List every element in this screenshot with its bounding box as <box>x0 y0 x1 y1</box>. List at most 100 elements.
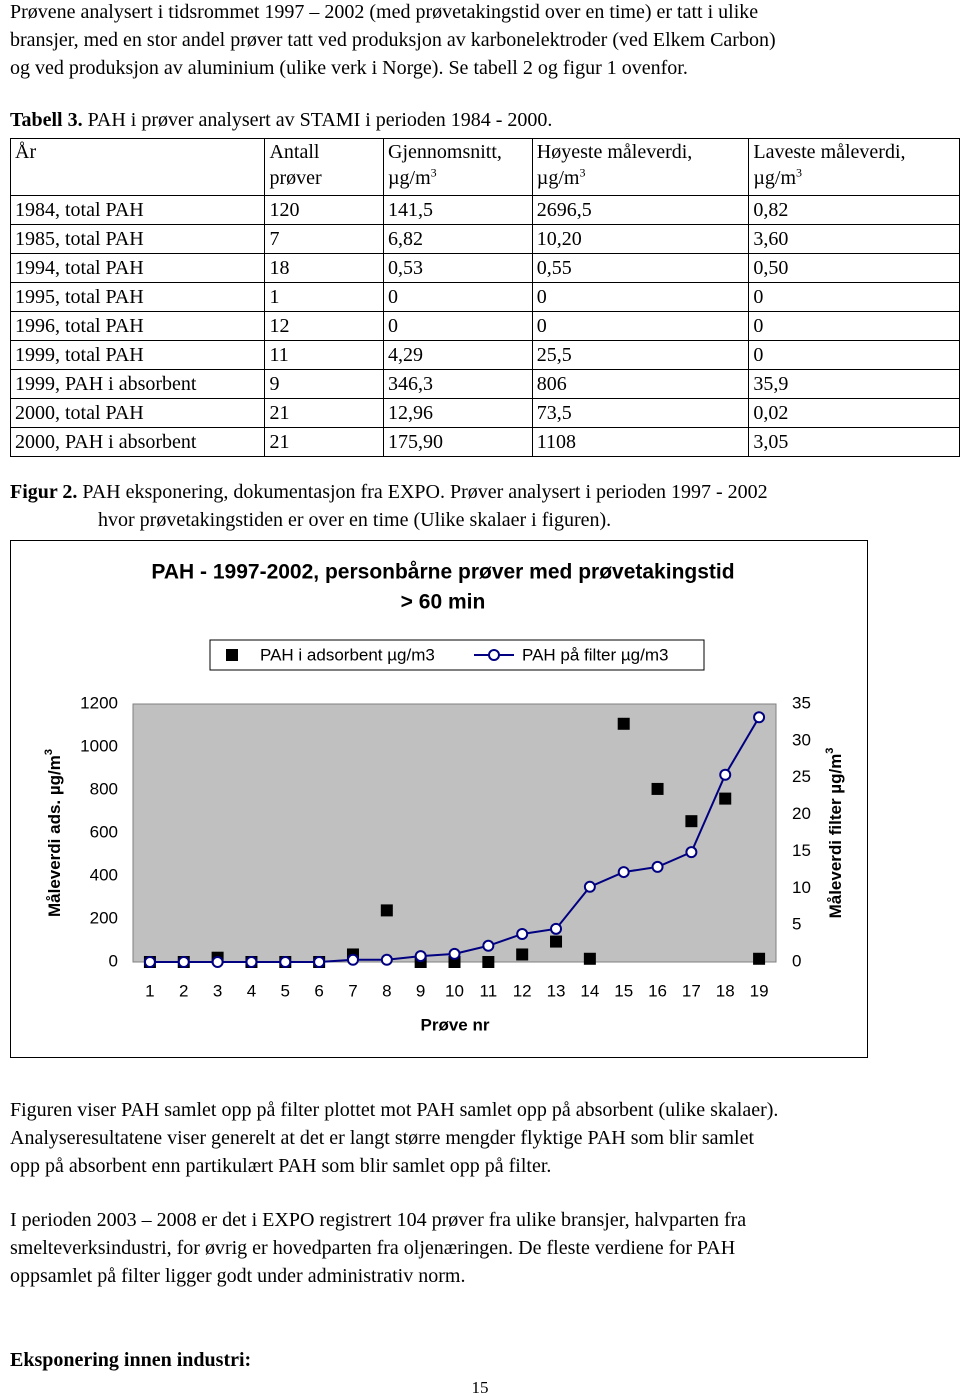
y2-tick-label: 10 <box>792 878 811 897</box>
data-point <box>380 904 393 917</box>
y-tick-label: 1000 <box>80 736 118 755</box>
table-cell: 346,3 <box>383 369 533 399</box>
y-tick-label: 800 <box>90 779 118 798</box>
data-point <box>211 956 224 968</box>
table-cell: 0 <box>748 282 960 312</box>
x-tick-label: 3 <box>213 981 222 1000</box>
y2-tick-label: 15 <box>792 841 811 860</box>
y2-tick-label: 25 <box>792 767 811 786</box>
paragraph: I perioden 2003 – 2008 er det i EXPO reg… <box>10 1206 746 1290</box>
data-point <box>448 947 461 960</box>
data-point <box>651 782 664 795</box>
text-line: smelteverksindustri, for øvrig er hovedp… <box>10 1237 736 1259</box>
table-cell: 73,5 <box>531 398 750 428</box>
plot-area <box>132 703 777 963</box>
table-cell: 1108 <box>531 427 750 457</box>
data-point <box>617 717 630 730</box>
y-tick-label: 1200 <box>80 693 118 712</box>
text-line: Analyseresultatene viser generelt at det… <box>10 1127 755 1149</box>
header-cell: Laveste måleverdi, µg/m3 <box>748 138 960 196</box>
x-tick-label: 13 <box>547 981 566 1000</box>
table-cell: 35,9 <box>748 369 960 399</box>
table-cell: 120 <box>264 195 385 225</box>
table-cell: 1999, total PAH <box>9 340 266 370</box>
table-cell: 175,90 <box>383 427 533 457</box>
x-tick-label: 10 <box>445 981 464 1000</box>
table-cell: 0 <box>748 311 960 341</box>
header-line: µg/m3 <box>753 165 803 189</box>
header-line: Høyeste måleverdi, <box>536 141 693 163</box>
table-cell: 2000, total PAH <box>9 398 266 428</box>
page-number: 15 <box>471 1378 489 1397</box>
data-point <box>516 927 529 940</box>
table-cell: 4,29 <box>383 340 533 370</box>
x-tick-label: 1 <box>145 981 154 1000</box>
caption-line: hvor prøvetakingstiden er over en time (… <box>98 509 612 531</box>
table-cell: 11 <box>264 340 385 370</box>
label-sup: 3 <box>824 748 836 754</box>
paragraph: Figuren viser PAH samlet opp på filter p… <box>10 1096 778 1180</box>
data-point <box>482 939 495 952</box>
table-cell: 2000, PAH i absorbent <box>9 427 266 457</box>
header-row: År Antall prøver Gjennomsnitt, µg/m3 Høyeste … <box>9 138 960 196</box>
data-point <box>143 956 156 968</box>
table-cell: 25,5 <box>531 340 750 370</box>
x-tick-label: 19 <box>750 981 769 1000</box>
data-point <box>550 935 563 948</box>
header-line: År <box>15 141 37 163</box>
x-tick-label: 18 <box>716 981 735 1000</box>
data-point <box>482 956 495 968</box>
legend-marker <box>488 649 500 661</box>
table-cell: 806 <box>531 369 750 399</box>
table-cell: 0,53 <box>383 253 533 283</box>
table-cell: 1984, total PAH <box>9 195 266 225</box>
data-point <box>617 866 630 879</box>
table-cell: 0 <box>383 311 533 341</box>
y-tick-label: 400 <box>90 865 118 884</box>
y2-tick-label: 0 <box>792 951 801 970</box>
legend-box <box>209 639 705 671</box>
table-cell: 10,20 <box>531 224 750 254</box>
caption-line: PAH eksponering, dokumentasjon fra EXPO.… <box>82 481 768 503</box>
chart-title: > 60 min <box>401 591 486 614</box>
y2-tick-label: 5 <box>792 915 801 934</box>
data-point <box>753 952 766 965</box>
table-cell: 18 <box>264 253 385 283</box>
x-tick-label: 14 <box>580 981 599 1000</box>
data-point <box>583 880 596 893</box>
text-line: Figuren viser PAH samlet opp på filter p… <box>10 1099 779 1121</box>
x-tick-label: 4 <box>247 981 256 1000</box>
caption-label: Figur 2. <box>10 481 78 503</box>
data-point <box>719 792 732 805</box>
data-point <box>753 711 766 724</box>
table-cell: 12,96 <box>383 398 533 428</box>
header-line: Laveste måleverdi, <box>753 141 906 163</box>
table-row: 2000, total PAH 21 12,96 73,5 0,02 <box>9 398 960 428</box>
table-cell: 0,50 <box>748 253 960 283</box>
header-cell: Antall prøver <box>264 138 385 196</box>
table-row: 1995, total PAH 1 0 0 0 <box>9 282 960 312</box>
header-sup: 3 <box>579 165 586 180</box>
table-cell: 0,55 <box>531 253 750 283</box>
data-point <box>245 956 258 968</box>
caption-label: Tabell 3. <box>10 109 83 131</box>
text-line: opp på absorbent enn partikulært PAH som… <box>10 1155 552 1177</box>
data-point <box>414 950 427 963</box>
table-row: 1985, total PAH 7 6,82 10,20 3,60 <box>9 224 960 254</box>
table-cell: 2696,5 <box>531 195 750 225</box>
header-cell: Høyeste måleverdi, µg/m3 <box>531 138 750 196</box>
table-row: 1984, total PAH 120 141,5 2696,5 0,82 <box>9 195 960 225</box>
x-tick-label: 15 <box>614 981 633 1000</box>
x-tick-label: 16 <box>648 981 667 1000</box>
data-point <box>685 846 698 859</box>
table-row: 1999, PAH i absorbent 9 346,3 806 35,9 <box>9 369 960 399</box>
table-row: 2000, PAH i absorbent 21 175,90 1108 3,05 <box>9 427 960 457</box>
x-tick-label: 5 <box>281 981 290 1000</box>
y2-tick-label: 35 <box>792 693 811 712</box>
table-caption: Tabell 3. PAH i prøver analysert av STAM… <box>10 106 552 134</box>
x-tick-label: 12 <box>513 981 532 1000</box>
x-tick-label: 8 <box>382 981 391 1000</box>
table-cell: 1994, total PAH <box>9 253 266 283</box>
legend-marker <box>226 649 238 661</box>
